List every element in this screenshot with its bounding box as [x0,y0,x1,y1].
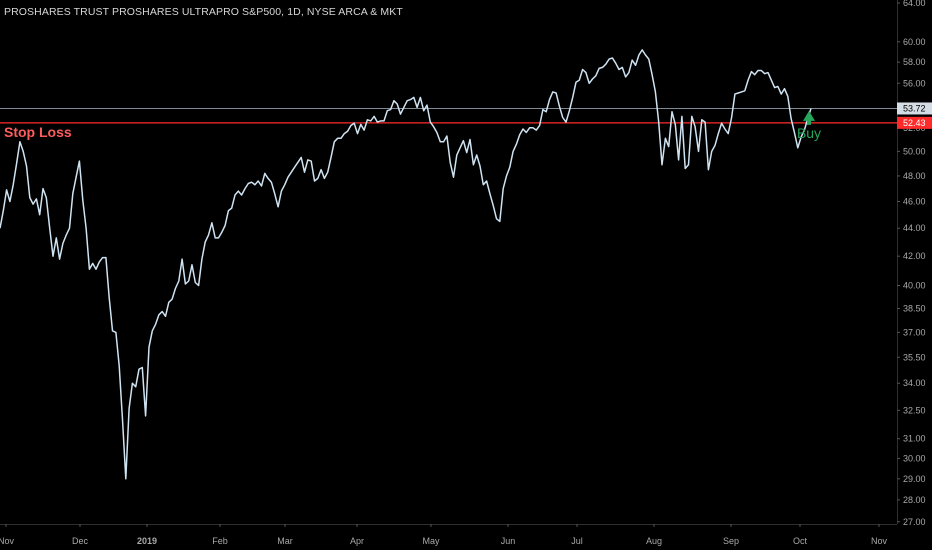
stop-loss-annotation: Stop Loss [4,124,72,140]
y-tick-label: 64.00 [903,0,926,8]
y-tick-label: 50.00 [903,146,926,156]
y-tick-label: 46.00 [903,197,926,207]
y-tick-label: 40.00 [903,281,926,291]
y-tick-label: 28.00 [903,495,926,505]
y-tick-label: 56.00 [903,78,926,88]
y-tick-label: 58.00 [903,57,926,67]
buy-arrow-stem [807,119,811,125]
x-tick-label: Dec [72,536,89,546]
x-tick-label: Nov [871,536,888,546]
y-tick-label: 30.00 [903,453,926,463]
y-tick-label: 44.00 [903,223,926,233]
y-tick-label: 34.00 [903,378,926,388]
last-price-badge [897,102,932,115]
y-tick-label: 48.00 [903,171,926,181]
x-tick-label: May [422,536,440,546]
x-tick-label: Sep [723,536,739,546]
x-tick-label: Mar [277,536,293,546]
stop-loss-badge [897,116,932,129]
y-tick-label: 31.00 [903,434,926,444]
y-tick-label: 37.00 [903,327,926,337]
y-tick-label: 29.00 [903,474,926,484]
x-tick-label: Oct [793,536,808,546]
stop-loss-badge-label: 52.43 [903,118,926,128]
x-tick-label: Nov [0,536,14,546]
x-tick-label: Apr [350,536,364,546]
last-price-badge-label: 53.72 [903,103,926,113]
buy-annotation: Buy [797,125,821,141]
x-tick-label: Jun [501,536,516,546]
chart-title: PROSHARES TRUST PROSHARES ULTRAPRO S&P50… [4,6,403,18]
buy-arrow-icon [803,110,815,121]
y-tick-label: 38.50 [903,303,926,313]
x-tick-label: Feb [212,536,228,546]
y-tick-label: 35.50 [903,352,926,362]
x-tick-label: 2019 [137,536,157,546]
y-tick-label: 32.50 [903,405,926,415]
x-tick-label: Aug [646,536,662,546]
x-tick-label: Jul [571,536,583,546]
y-tick-label: 27.00 [903,517,926,527]
y-tick-label: 60.00 [903,37,926,47]
y-tick-label: 42.00 [903,251,926,261]
price-series-line [0,49,812,480]
